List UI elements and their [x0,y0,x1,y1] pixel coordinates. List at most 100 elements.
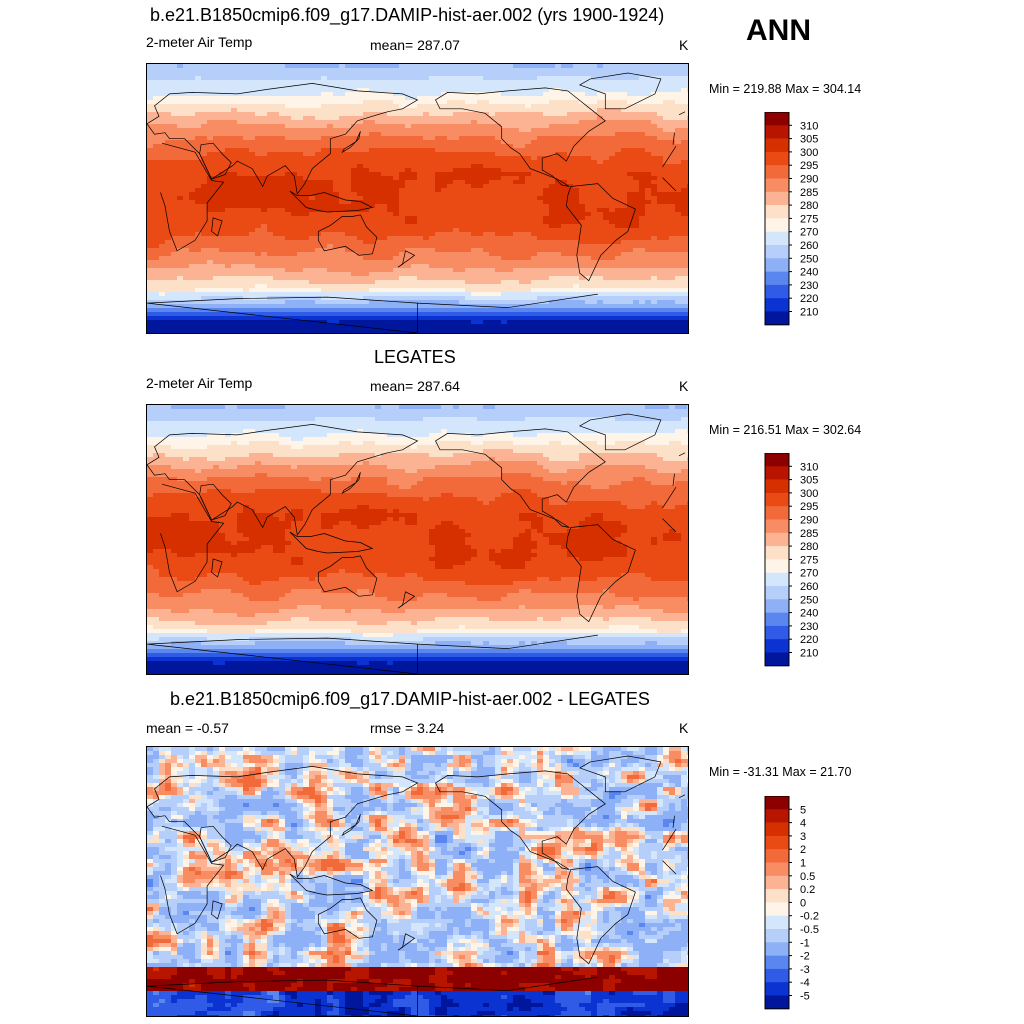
colorbar-swatch [765,652,789,667]
colorbar-label: 210 [800,648,818,660]
field-cells [147,747,688,1016]
coastline [199,825,232,863]
panel-3-colorbar: 5 432 10.50.20 -0.2-0.5-1 -2-3-4 -5 [764,796,819,1010]
colorbar-label: 240 [800,267,818,279]
colorbar-swatch [765,284,789,299]
coastline [317,555,378,597]
colorbar-label: 0.2 [800,884,815,896]
colorbar-swatch [765,546,789,560]
colorbar-label: 310 [800,461,818,473]
colorbar-swatch [765,915,789,930]
coastline [199,142,232,180]
coastline [341,131,361,154]
colorbar-label: -1 [800,937,810,949]
colorbar-swatch [765,125,789,139]
coastline [397,933,416,951]
colorbar-swatch [765,231,789,246]
field-cells [147,64,688,333]
colorbar-label: 260 [800,240,818,252]
colorbar-label: 5 [800,804,806,816]
colorbar-label: 240 [800,608,818,620]
colorbar-label: 300 [800,147,818,159]
colorbar-swatch [765,138,789,153]
panel-1-units-label: K [679,37,689,53]
colorbar-swatch [765,519,789,534]
colorbar-swatch [765,809,789,823]
coastline [317,897,378,939]
colorbar-swatch [765,492,789,507]
colorbar-label: 4 [800,818,806,830]
coastline [211,558,223,578]
coastline [289,873,374,896]
coastline [199,483,232,521]
colorbar-swatch [765,955,789,970]
colorbar-swatch [765,218,789,232]
coastline [147,293,598,333]
coastline [147,634,598,674]
panel-2-variable-label: 2-meter Air Temp [146,375,253,391]
coastline [678,452,686,457]
panel-2-title: LEGATES [374,347,456,367]
colorbar-label: -0.5 [800,924,819,936]
colorbar-swatch [765,612,789,627]
coastline [289,531,374,554]
colorbar-label: -2 [800,951,810,963]
coastline [397,591,416,609]
colorbar-label: 230 [800,621,818,633]
colorbar-swatch [765,599,789,613]
colorbar-swatch [765,929,789,943]
colorbar-label: 220 [800,293,818,305]
colorbar-swatch [765,245,789,259]
coastline [435,428,606,528]
colorbar-label: 2 [800,844,806,856]
colorbar-label: 1 [800,858,806,870]
colorbar-label: 285 [800,528,818,540]
colorbar-label: 250 [800,253,818,265]
coastline [211,900,223,920]
colorbar-label: -5 [800,991,810,1003]
colorbar-swatch [765,625,789,640]
colorbar-swatch [765,902,789,916]
panel-3-map [146,746,689,1017]
colorbar-label: -3 [800,964,810,976]
coastline [578,755,662,793]
colorbar-label: 275 [800,554,818,566]
colorbar-swatch [765,479,789,494]
colorbar-swatch [765,178,789,193]
coastline [565,524,636,623]
panel-2-units-label: K [679,378,689,394]
coastline [435,770,606,870]
colorbar-swatch [765,572,789,587]
colorbar-label: 260 [800,581,818,593]
panel-3-map-canvas [147,747,688,1016]
colorbar-label: 210 [800,307,818,319]
panel-2-minmax: Min = 216.51 Max = 302.64 [709,423,862,437]
panel-1-mean-label: mean= 287.07 [370,37,460,53]
colorbar-label: 275 [800,213,818,225]
colorbar-swatch [765,559,789,573]
panel-3-rmse-label: rmse = 3.24 [370,720,445,736]
colorbar-swatch [765,311,789,326]
colorbar-swatch [765,506,789,520]
colorbar-swatch [765,298,789,312]
season-label: ANN [746,14,811,47]
colorbar-swatch [765,258,789,272]
colorbar-swatch [765,453,789,467]
coastline [147,766,675,878]
colorbar-swatch [765,822,789,837]
colorbar-label: 3 [800,831,806,843]
colorbar-swatch [765,982,789,996]
panel-1-colorbar: 3103053002952902852802752702602502402302… [764,112,818,326]
colorbar-label: 295 [800,160,818,172]
coastline [147,83,675,195]
colorbar-swatch [765,849,789,863]
colorbar-swatch [765,532,789,547]
colorbar-swatch [765,862,789,877]
colorbar-label: 0 [800,897,806,909]
colorbar-label: 310 [800,120,818,132]
colorbar-label: 285 [800,187,818,199]
panel-3-mean-label: mean = -0.57 [146,720,229,736]
colorbar-swatch [765,968,789,983]
panel-2-mean-label: mean= 287.64 [370,378,460,394]
coastline [341,814,361,837]
